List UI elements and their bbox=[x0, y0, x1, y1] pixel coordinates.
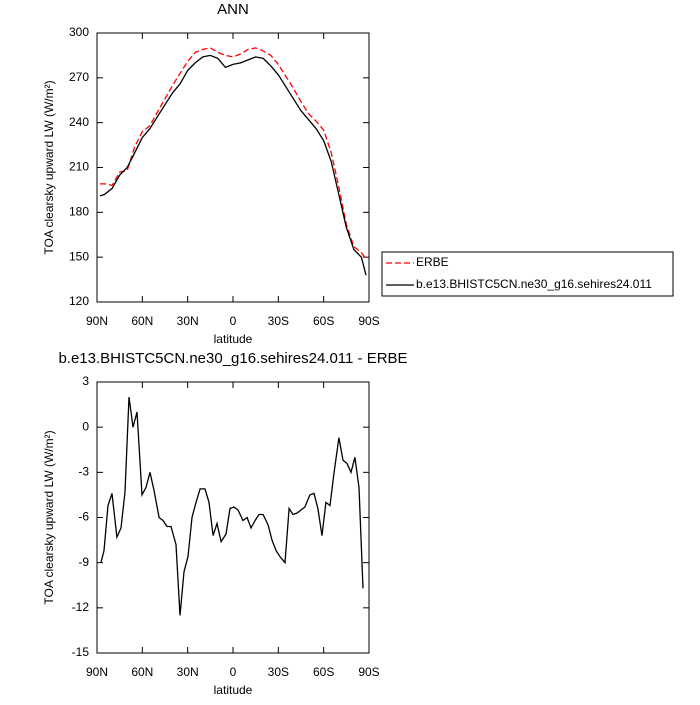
y-tick-label: 270 bbox=[69, 70, 89, 84]
x-tick-label: 60N bbox=[131, 665, 153, 679]
y-tick-label: -3 bbox=[78, 465, 89, 479]
x-tick-label: 60S bbox=[313, 665, 334, 679]
y-axis-label: TOA clearsky upward LW (W/m²) bbox=[42, 80, 56, 254]
data-line bbox=[99, 54, 367, 276]
x-axis-label: latitude bbox=[214, 683, 253, 697]
x-axis-label: latitude bbox=[214, 332, 253, 346]
x-tick-label: 90S bbox=[358, 314, 379, 328]
x-tick-label: 60S bbox=[313, 314, 334, 328]
legend-box bbox=[381, 251, 674, 297]
x-tick-label: 0 bbox=[230, 314, 237, 328]
x-tick-label: 30N bbox=[177, 665, 199, 679]
y-tick-label: 180 bbox=[69, 205, 89, 219]
y-tick-label: 0 bbox=[82, 419, 89, 433]
x-tick-label: 30S bbox=[268, 314, 289, 328]
x-tick-label: 90S bbox=[358, 665, 379, 679]
chart-title: b.e13.BHISTC5CN.ne30_g16.sehires24.011 -… bbox=[58, 350, 407, 367]
y-axis-label: TOA clearsky upward LW (W/m²) bbox=[42, 430, 56, 604]
x-tick-label: 30S bbox=[268, 665, 289, 679]
legend-label: b.e13.BHISTC5CN.ne30_g16.sehires24.011 bbox=[416, 277, 652, 291]
y-tick-label: -6 bbox=[78, 510, 89, 524]
y-tick-label: -12 bbox=[72, 600, 90, 614]
x-tick-label: 0 bbox=[230, 665, 237, 679]
x-tick-label: 60N bbox=[131, 314, 153, 328]
y-tick-label: 210 bbox=[69, 160, 89, 174]
y-tick-label: 240 bbox=[69, 115, 89, 129]
y-tick-label: 120 bbox=[69, 294, 89, 308]
data-line bbox=[100, 397, 364, 616]
y-tick-label: -15 bbox=[72, 645, 90, 659]
data-line bbox=[100, 47, 367, 260]
plot-frame bbox=[96, 32, 370, 303]
y-tick-label: 3 bbox=[82, 374, 89, 388]
x-tick-label: 30N bbox=[177, 314, 199, 328]
y-tick-label: 150 bbox=[69, 249, 89, 263]
y-tick-label: -9 bbox=[78, 555, 89, 569]
x-tick-label: 90N bbox=[86, 314, 108, 328]
chart-title: ANN bbox=[217, 1, 249, 18]
x-tick-label: 90N bbox=[86, 665, 108, 679]
y-tick-label: 300 bbox=[69, 25, 89, 39]
legend-label: ERBE bbox=[416, 255, 449, 269]
